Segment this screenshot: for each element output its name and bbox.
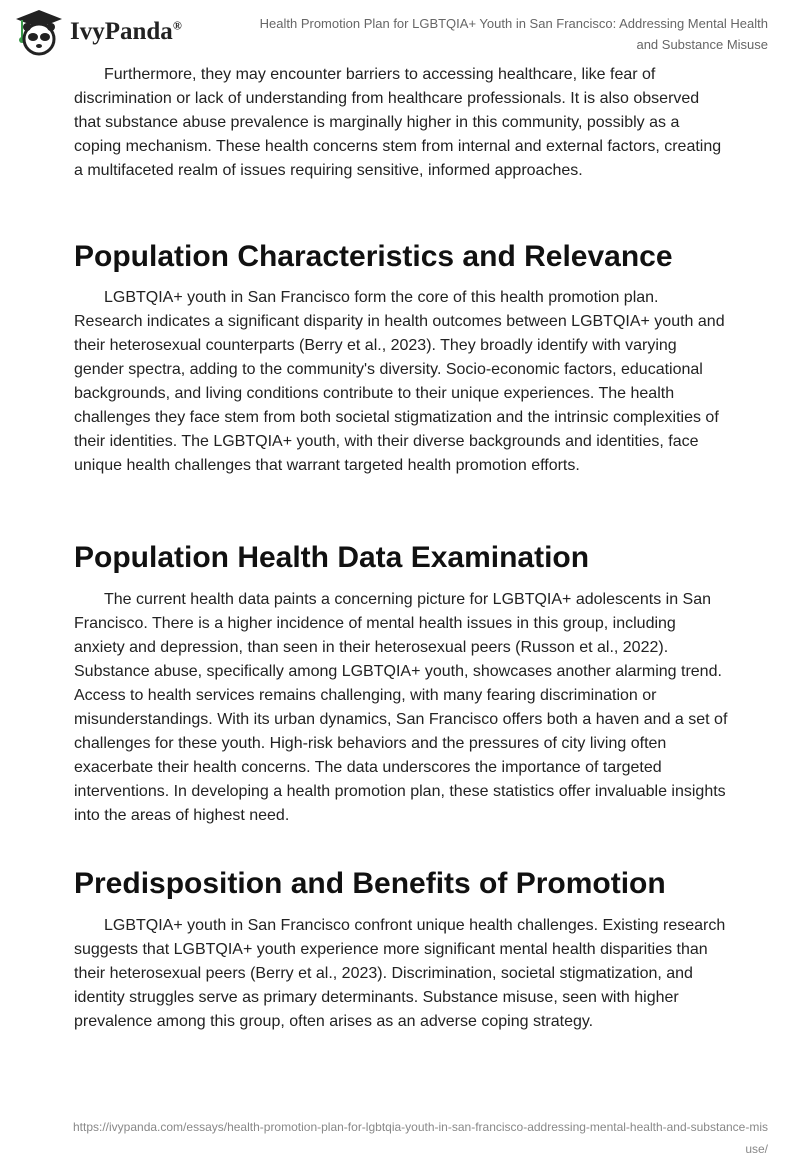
paragraph: LGBTQIA+ youth in San Francisco confront… [74, 917, 726, 1030]
section-heading: Population Characteristics and Relevance [74, 240, 673, 273]
section-intro: Furthermore, they may encounter barriers… [74, 63, 730, 183]
document-title: Health Promotion Plan for LGBTQIA+ Youth… [259, 16, 768, 52]
paragraph: LGBTQIA+ youth in San Francisco form the… [74, 289, 725, 474]
paragraph: The current health data paints a concern… [74, 591, 728, 824]
source-url[interactable]: https://ivypanda.com/essays/health-promo… [73, 1120, 768, 1156]
logo-text: IvyPanda® [70, 18, 182, 45]
section-heading: Population Health Data Examination [74, 541, 590, 574]
section-health-data: Population Health Data Examination The c… [74, 540, 730, 828]
ivypanda-logo[interactable]: IvyPanda® [14, 8, 182, 56]
paragraph: Furthermore, they may encounter barriers… [74, 66, 722, 179]
panda-graduate-icon [16, 10, 62, 56]
section-population-characteristics: Population Characteristics and Relevance… [74, 239, 730, 478]
section-predisposition: Predisposition and Benefits of Promotion… [74, 866, 730, 1034]
section-heading: Predisposition and Benefits of Promotion [74, 867, 666, 900]
